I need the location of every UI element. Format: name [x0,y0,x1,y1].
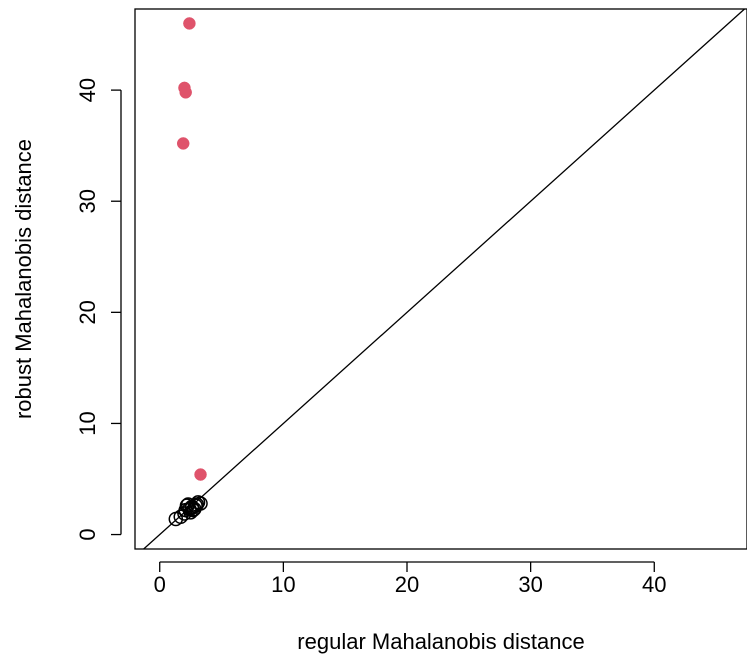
x-tick-label: 20 [395,572,419,597]
outlier-point [194,468,207,481]
y-tick-label: 10 [75,411,100,435]
outlier-point [176,137,190,150]
x-axis: 0 10 20 30 40 [154,561,667,597]
y-axis: 0 10 20 30 40 [75,78,122,541]
outlier-point [183,17,196,30]
x-axis-label: regular Mahalanobis distance [297,629,584,654]
y-axis-label: robust Mahalanobis distance [11,139,36,419]
y-tick-label: 0 [75,528,100,540]
x-tick-label: 10 [271,572,295,597]
points-layer [168,17,208,527]
y-tick-label: 20 [75,300,100,324]
y-tick-label: 30 [75,189,100,213]
y-tick-label: 40 [75,78,100,102]
x-tick-label: 30 [518,572,542,597]
plot-frame [134,8,747,550]
x-tick-label: 40 [642,572,666,597]
identity-reference-line [143,8,745,550]
x-tick-label: 0 [154,572,166,597]
outlier-point [179,86,192,99]
